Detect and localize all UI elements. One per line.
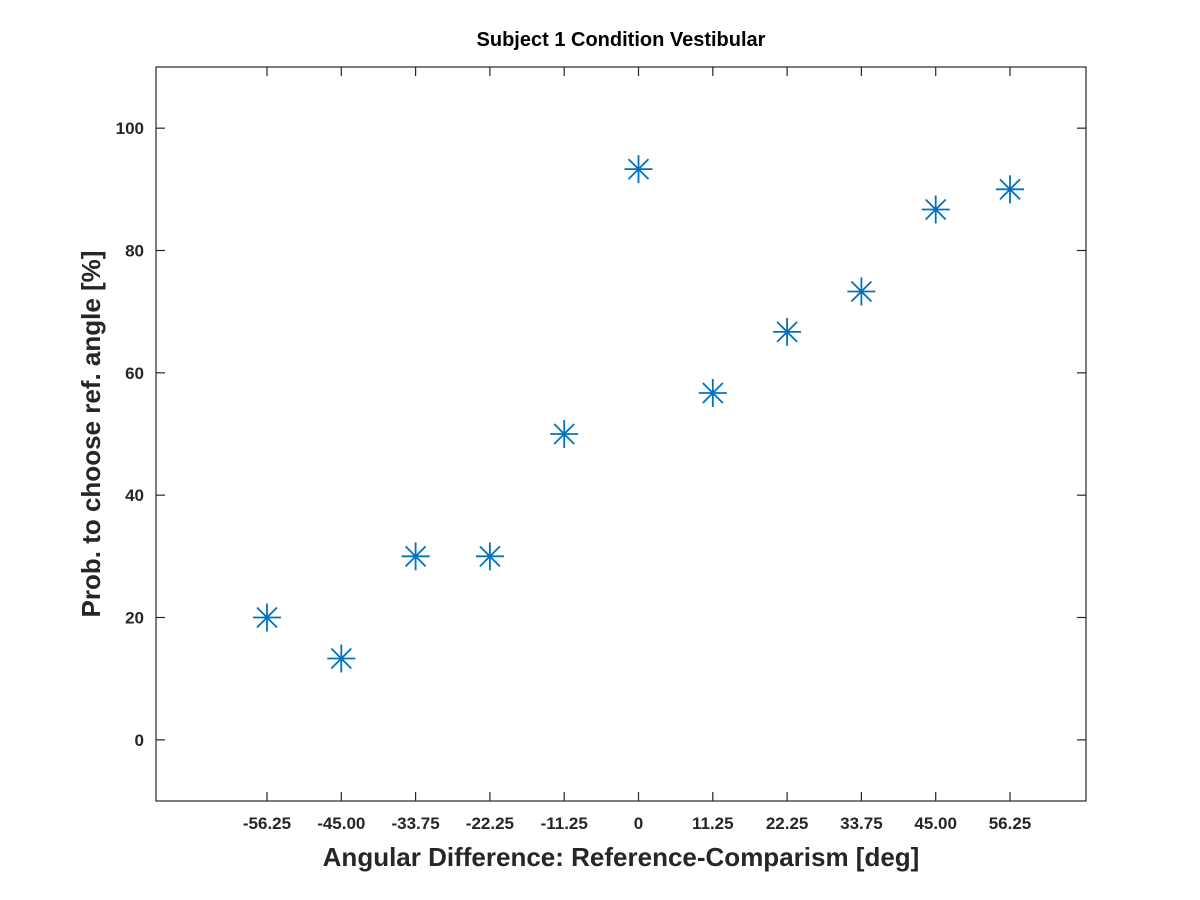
x-tick-label: -45.00 <box>317 814 365 833</box>
data-point <box>698 379 727 408</box>
data-point <box>550 420 579 448</box>
data-points <box>253 155 1024 673</box>
y-axis-tick-labels: 0 20 40 60 80 100 <box>116 119 144 750</box>
data-point <box>996 175 1024 204</box>
data-point <box>847 277 876 306</box>
y-tick-label: 80 <box>125 242 144 261</box>
data-point <box>401 542 430 571</box>
data-point <box>624 155 653 184</box>
axis-ticks <box>156 67 1086 801</box>
data-point <box>327 644 356 673</box>
x-axis-label: Angular Difference: Reference-Comparism … <box>323 842 920 872</box>
chart-title: Subject 1 Condition Vestibular <box>477 29 766 51</box>
x-tick-label: 22.25 <box>766 814 809 833</box>
data-point <box>253 603 281 632</box>
y-tick-label: 40 <box>125 486 144 505</box>
data-point <box>475 542 504 571</box>
x-tick-label: -33.75 <box>391 814 439 833</box>
x-tick-label: 45.00 <box>914 814 957 833</box>
x-tick-label: -22.25 <box>466 814 514 833</box>
plot-area <box>155 66 1087 802</box>
y-tick-label: 0 <box>135 731 144 750</box>
x-tick-label: -56.25 <box>243 814 291 833</box>
x-tick-label: 0 <box>634 814 643 833</box>
x-tick-label: -11.25 <box>541 814 588 833</box>
x-tick-label: 11.25 <box>692 814 734 833</box>
x-axis-tick-labels: -56.25 -45.00 -33.75 -22.25 -11.25 0 11.25 22.2… <box>243 814 1031 833</box>
y-tick-label: 100 <box>116 119 144 138</box>
y-axis-label: Prob. to choose ref. angle [%] <box>76 251 106 618</box>
x-tick-label: 33.75 <box>840 814 883 833</box>
y-tick-label: 20 <box>125 609 144 628</box>
data-point <box>921 195 950 224</box>
x-tick-label: 56.25 <box>989 814 1032 833</box>
data-point <box>773 317 802 346</box>
y-tick-label: 60 <box>125 364 144 383</box>
